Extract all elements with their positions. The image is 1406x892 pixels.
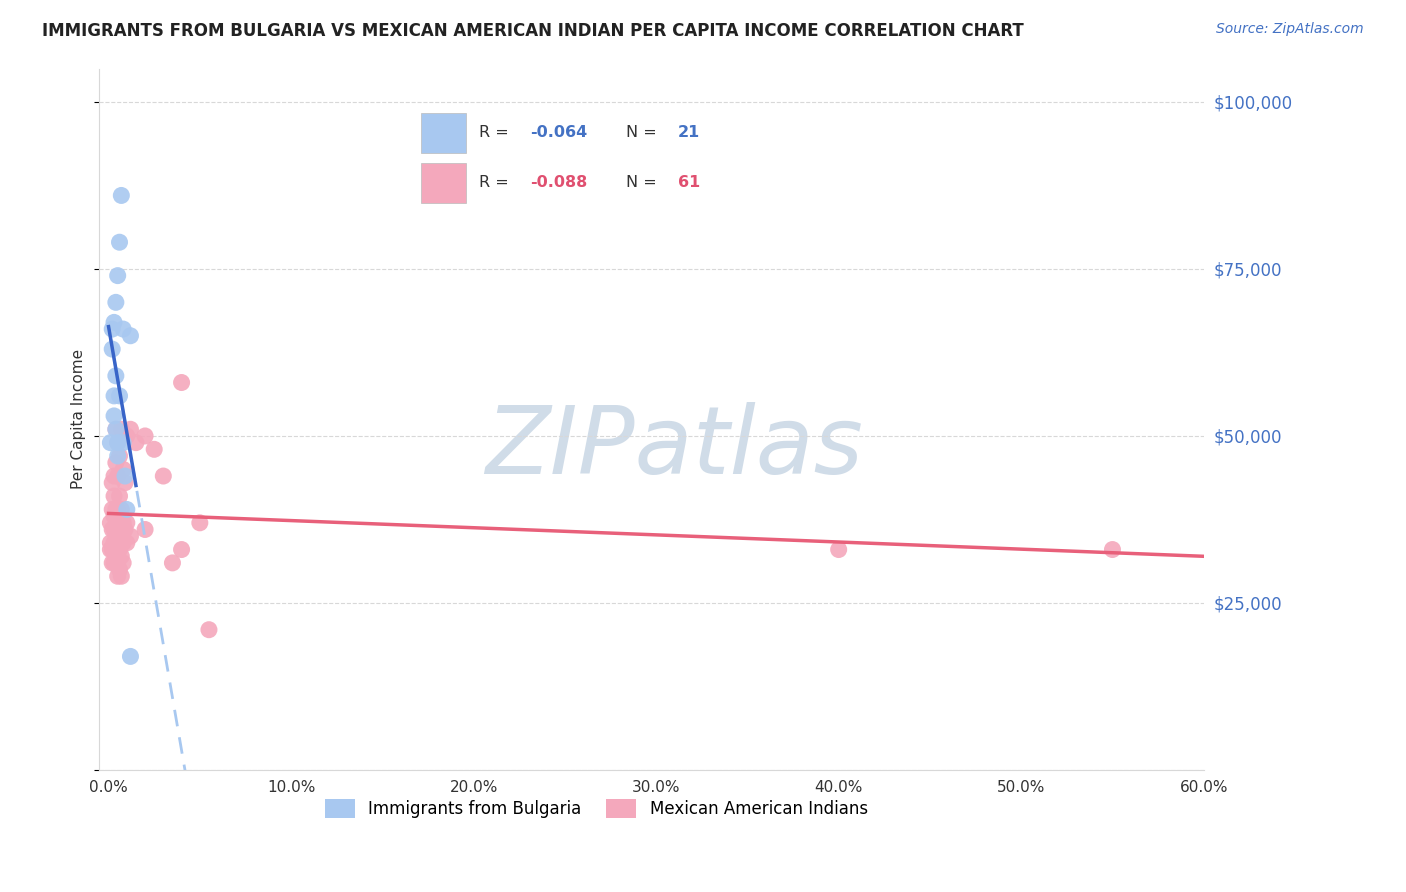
Point bbox=[143, 442, 166, 457]
Text: Source: ZipAtlas.com: Source: ZipAtlas.com bbox=[1216, 22, 1364, 37]
Point bbox=[104, 295, 127, 310]
Point bbox=[120, 422, 142, 436]
Point bbox=[104, 502, 127, 516]
Point bbox=[134, 523, 156, 537]
Point bbox=[115, 536, 138, 550]
Point bbox=[103, 409, 125, 423]
Point bbox=[198, 623, 221, 637]
Point bbox=[112, 516, 135, 530]
Point bbox=[108, 529, 131, 543]
Point bbox=[104, 368, 127, 383]
Point bbox=[152, 469, 174, 483]
Point bbox=[100, 435, 122, 450]
Point bbox=[103, 469, 125, 483]
Point bbox=[104, 556, 127, 570]
Point bbox=[107, 536, 129, 550]
Point bbox=[101, 322, 124, 336]
Point bbox=[103, 556, 125, 570]
Point bbox=[110, 422, 132, 436]
Point bbox=[1101, 542, 1123, 557]
Y-axis label: Per Capita Income: Per Capita Income bbox=[72, 349, 86, 490]
Point bbox=[110, 188, 132, 202]
Point bbox=[112, 435, 135, 450]
Point bbox=[103, 509, 125, 524]
Point bbox=[162, 556, 184, 570]
Point bbox=[104, 456, 127, 470]
Point bbox=[112, 536, 135, 550]
Point bbox=[104, 523, 127, 537]
Point bbox=[101, 542, 124, 557]
Point bbox=[134, 429, 156, 443]
Point bbox=[112, 462, 135, 476]
Point bbox=[114, 523, 136, 537]
Point bbox=[103, 489, 125, 503]
Point bbox=[107, 469, 129, 483]
Point bbox=[120, 328, 142, 343]
Point bbox=[110, 569, 132, 583]
Point bbox=[104, 536, 127, 550]
Point bbox=[110, 502, 132, 516]
Point bbox=[100, 516, 122, 530]
Point bbox=[103, 536, 125, 550]
Point bbox=[101, 502, 124, 516]
Point bbox=[101, 475, 124, 490]
Text: ZIPatlas: ZIPatlas bbox=[485, 401, 863, 492]
Point bbox=[110, 529, 132, 543]
Point bbox=[114, 475, 136, 490]
Point bbox=[112, 556, 135, 570]
Point bbox=[115, 502, 138, 516]
Point bbox=[110, 549, 132, 564]
Point bbox=[112, 322, 135, 336]
Point bbox=[108, 542, 131, 557]
Point bbox=[103, 315, 125, 329]
Point bbox=[108, 489, 131, 503]
Point bbox=[108, 509, 131, 524]
Point bbox=[103, 523, 125, 537]
Point bbox=[120, 649, 142, 664]
Point bbox=[107, 502, 129, 516]
Point bbox=[115, 516, 138, 530]
Point bbox=[114, 469, 136, 483]
Point bbox=[108, 449, 131, 463]
Point bbox=[170, 542, 193, 557]
Point bbox=[103, 389, 125, 403]
Point bbox=[100, 542, 122, 557]
Point bbox=[104, 422, 127, 436]
Point bbox=[101, 556, 124, 570]
Point bbox=[120, 529, 142, 543]
Legend: Immigrants from Bulgaria, Mexican American Indians: Immigrants from Bulgaria, Mexican Americ… bbox=[318, 792, 875, 825]
Point bbox=[107, 449, 129, 463]
Point bbox=[115, 429, 138, 443]
Point bbox=[100, 536, 122, 550]
Point bbox=[101, 342, 124, 356]
Point bbox=[108, 563, 131, 577]
Point bbox=[104, 422, 127, 436]
Point bbox=[107, 435, 129, 450]
Point bbox=[107, 569, 129, 583]
Point bbox=[107, 268, 129, 283]
Point bbox=[827, 542, 849, 557]
Point bbox=[107, 556, 129, 570]
Text: IMMIGRANTS FROM BULGARIA VS MEXICAN AMERICAN INDIAN PER CAPITA INCOME CORRELATIO: IMMIGRANTS FROM BULGARIA VS MEXICAN AMER… bbox=[42, 22, 1024, 40]
Point bbox=[108, 389, 131, 403]
Point bbox=[188, 516, 211, 530]
Point bbox=[107, 516, 129, 530]
Point bbox=[125, 435, 148, 450]
Point bbox=[107, 435, 129, 450]
Point bbox=[170, 376, 193, 390]
Point bbox=[108, 235, 131, 250]
Point bbox=[101, 523, 124, 537]
